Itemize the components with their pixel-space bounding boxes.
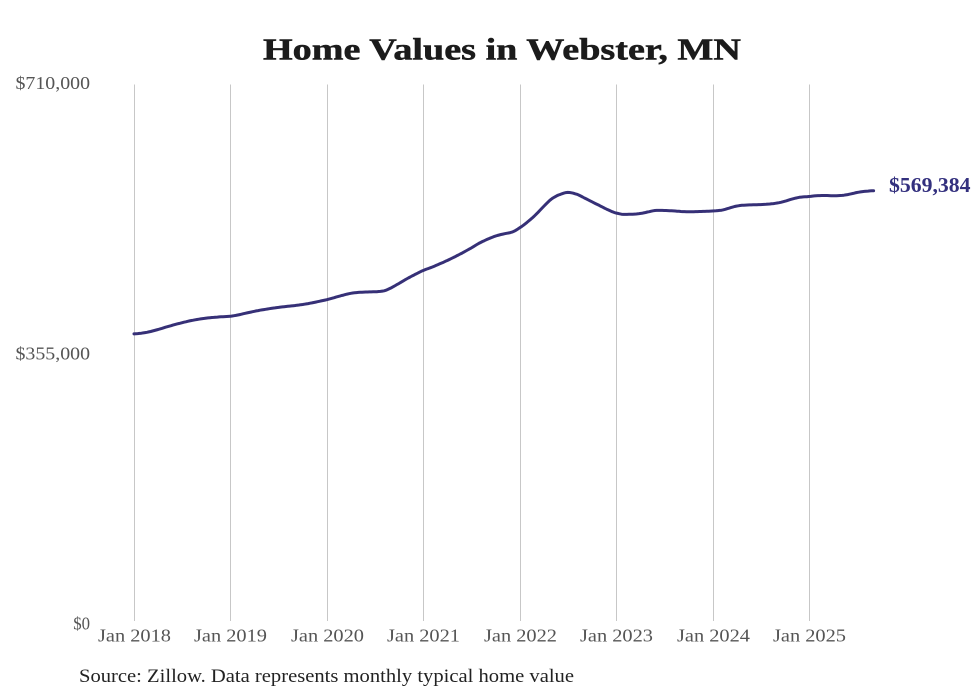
svg-text:$355,000: $355,000	[16, 344, 91, 364]
svg-text:Jan 2021: Jan 2021	[387, 625, 460, 645]
svg-text:Source: Zillow. Data represent: Source: Zillow. Data represents monthly …	[79, 667, 574, 687]
svg-text:Jan 2024: Jan 2024	[677, 625, 750, 645]
svg-text:$0: $0	[73, 614, 90, 634]
svg-text:Jan 2018: Jan 2018	[98, 625, 171, 645]
svg-text:$710,000: $710,000	[16, 73, 91, 93]
svg-text:Jan 2025: Jan 2025	[773, 625, 846, 645]
svg-text:Jan 2022: Jan 2022	[484, 625, 557, 645]
svg-text:Home Values in Webster, MN: Home Values in Webster, MN	[263, 32, 741, 67]
svg-text:Jan 2020: Jan 2020	[291, 625, 364, 645]
svg-text:Jan 2023: Jan 2023	[580, 625, 653, 645]
svg-text:$569,384: $569,384	[889, 173, 971, 197]
svg-text:Jan 2019: Jan 2019	[194, 625, 267, 645]
